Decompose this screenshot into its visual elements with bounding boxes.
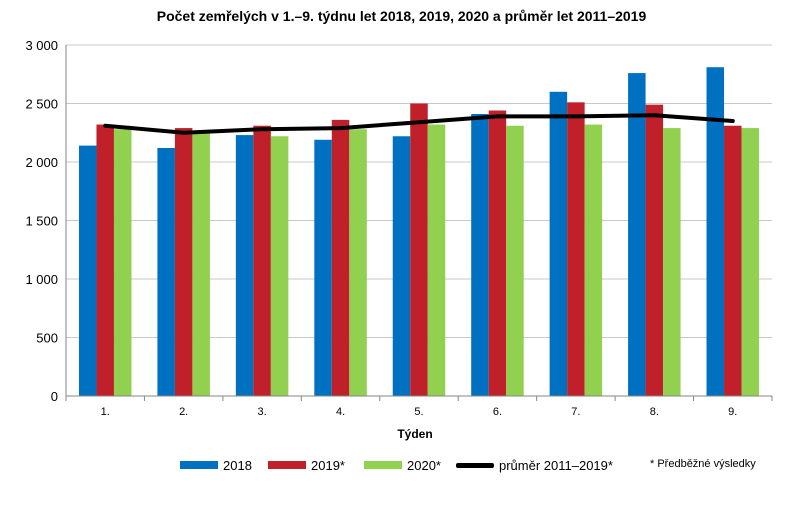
bar-2019-week-3	[253, 125, 271, 396]
legend-label-average: průměr 2011–2019*	[499, 457, 613, 473]
y-tick-label: 3 000	[25, 38, 58, 53]
legend: 2018 2019* 2020* průměr 2011–2019*	[0, 455, 803, 475]
bar-2018-week-6	[471, 114, 489, 396]
bar-2018-week-7	[549, 91, 568, 397]
bar-2018-week-4	[314, 139, 332, 396]
bar-2019-week-9	[724, 125, 742, 396]
x-tick-label: 3.	[258, 406, 267, 418]
bar-2018-week-3	[235, 135, 254, 396]
bar-2018-week-1	[78, 145, 97, 396]
chart-title: Počet zemřelých v 1.–9. týdnu let 2018, …	[156, 8, 647, 24]
legend-swatch-2019	[268, 461, 306, 469]
y-tick-label: 500	[36, 331, 58, 346]
bar-2018-week-2	[157, 147, 175, 396]
bar-2019-week-2	[174, 128, 193, 396]
x-tick-label: 2.	[179, 406, 188, 418]
legend-label-2019: 2019*	[311, 457, 345, 473]
bar-2018-week-5	[392, 136, 411, 396]
y-tick-label: 2 000	[25, 155, 58, 170]
bar-2018-week-9	[706, 67, 725, 396]
bar-2019-week-8	[645, 104, 664, 397]
y-tick-label: 0	[51, 389, 58, 404]
legend-item-average: průměr 2011–2019*	[456, 455, 613, 475]
bar-2020-week-3	[270, 136, 289, 396]
x-tick-label: 1.	[101, 406, 110, 418]
bar-2020-week-2	[192, 131, 210, 396]
bar-2020-week-6	[506, 125, 524, 396]
x-tick-label: 6.	[493, 406, 502, 418]
legend-item-2018: 2018	[180, 455, 252, 475]
bar-2018-week-8	[628, 73, 646, 396]
legend-item-2019: 2019*	[268, 455, 345, 475]
bar-2020-week-5	[427, 124, 446, 396]
legend-item-2020: 2020*	[364, 455, 441, 475]
bar-2019-week-1	[96, 124, 114, 396]
bar-2020-week-7	[584, 124, 603, 396]
bar-2020-week-9	[741, 128, 760, 396]
bar-2019-week-7	[567, 102, 585, 396]
bar-2020-week-1	[113, 129, 132, 397]
x-tick-label: 9.	[728, 406, 737, 418]
x-tick-label: 4.	[336, 406, 345, 418]
legend-swatch-2018	[180, 461, 218, 469]
line-layer	[103, 113, 735, 135]
bar-2019-week-6	[488, 110, 507, 397]
legend-line-average	[456, 462, 494, 468]
y-tick-label: 1 000	[25, 272, 58, 287]
axis-layer: 0 500 1 000 1 500 2 000 2 500 3 000 1. 2. 3. 4. 5. 6…	[25, 38, 773, 418]
legend-swatch-2020	[364, 461, 402, 469]
bars-layer	[78, 67, 760, 397]
y-tick-label: 2 500	[25, 97, 58, 112]
legend-label-2018: 2018	[223, 457, 252, 473]
preliminary-note: * Předběžné výsledky	[650, 458, 756, 470]
legend-label-2020: 2020*	[407, 457, 441, 473]
bar-2020-week-8	[663, 128, 681, 396]
y-tick-label: 1 500	[25, 214, 58, 229]
x-tick-label: 7.	[571, 406, 580, 418]
x-tick-label: 8.	[650, 406, 659, 418]
x-tick-label: 5.	[414, 406, 423, 418]
average-line	[103, 113, 735, 135]
x-axis-label: Týden	[397, 427, 433, 441]
bar-2020-week-4	[349, 129, 367, 397]
bar-2019-week-4	[331, 119, 350, 396]
bar-2019-week-5	[410, 103, 428, 396]
